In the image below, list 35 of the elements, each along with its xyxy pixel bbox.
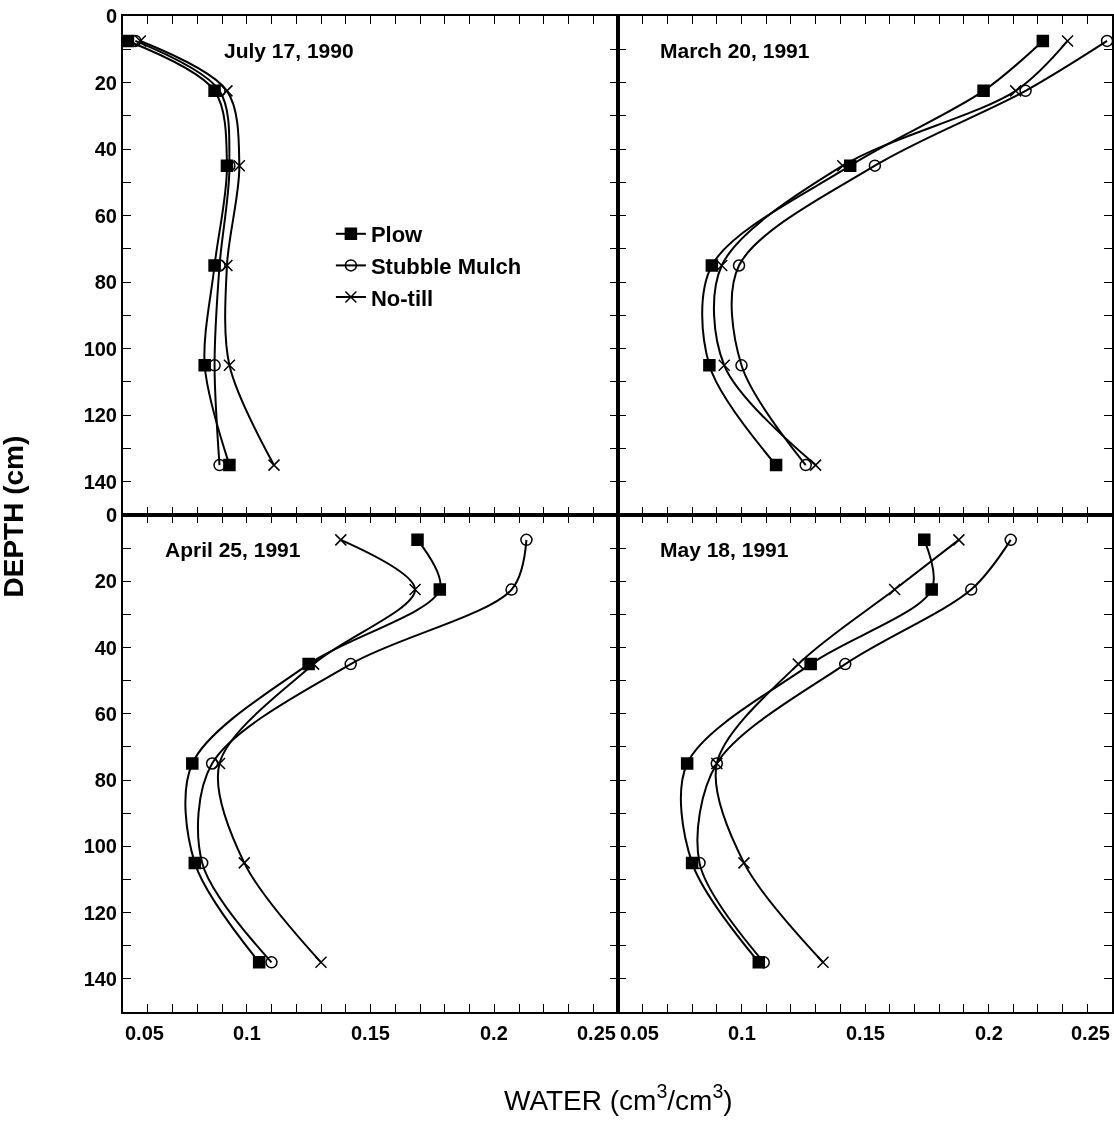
y-tick-label: 80 (94, 271, 117, 294)
y-tick-label: 40 (94, 636, 117, 659)
y-tick-label: 0 (105, 5, 117, 27)
x-tick-label: 0.1 (728, 1022, 756, 1044)
y-tick-label: 20 (94, 71, 117, 94)
y-tick-label: 140 (83, 470, 117, 493)
y-tick-label: 40 (94, 138, 117, 161)
x-tick-label: 0.25 (1071, 1022, 1110, 1044)
x-tick-label: 0.2 (975, 1022, 1003, 1044)
y-tick-label: 0 (105, 504, 117, 526)
text: March 20, 1991 (660, 39, 810, 62)
y-tick-label: 20 (94, 570, 117, 593)
x-axis-title: WATER (cm$^{3}$/cm$^{3}$) (504, 1080, 733, 1116)
y-tick-label: 80 (94, 769, 117, 792)
x-tick-label: 0.1 (233, 1022, 261, 1044)
x-tick-label: 0.25 (577, 1022, 616, 1044)
x-tick-label: 0.05 (620, 1022, 659, 1044)
y-axis-title: DEPTH (cm) (0, 435, 30, 598)
legend-label: No-till (370, 285, 434, 311)
text: July 17, 1990 (224, 39, 354, 62)
y-tick-label: 60 (94, 702, 117, 725)
legend-label: Stubble Mulch (370, 253, 522, 279)
y-tick-label: 60 (94, 204, 117, 227)
x-tick-label: 0.05 (125, 1022, 164, 1044)
text: May 18, 1991 (660, 538, 789, 561)
y-tick-label: 100 (83, 835, 117, 858)
y-tick-label: 140 (83, 967, 117, 990)
y-tick-label: 100 (83, 337, 117, 360)
legend-label: Plow (370, 222, 424, 248)
x-tick-label: 0.15 (846, 1022, 885, 1044)
y-tick-label: 120 (83, 901, 117, 924)
text: April 25, 1991 (165, 538, 301, 561)
x-tick-label: 0.2 (480, 1022, 508, 1044)
x-tick-label: 0.15 (351, 1022, 390, 1044)
y-tick-label: 120 (83, 404, 117, 427)
